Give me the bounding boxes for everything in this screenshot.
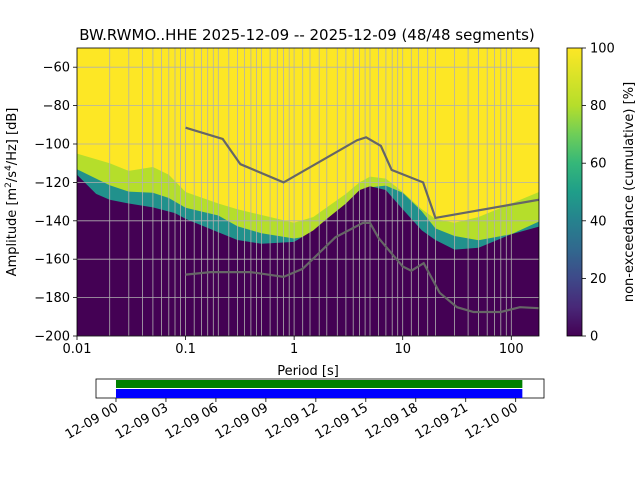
y-axis-label: Amplitude [m2/s4/Hz] [dB]: [4, 108, 20, 277]
x-axis-label: Period [s]: [277, 364, 339, 379]
y-tick-label: −60: [43, 61, 70, 76]
coverage-tick-label: 12-09 15: [313, 400, 371, 442]
coverage-tick-label: 12-10 00: [463, 400, 521, 442]
colorbar-tick-label: 100: [590, 42, 615, 57]
chart-title: BW.RWMO..HHE 2025-12-09 -- 2025-12-09 (4…: [79, 26, 535, 44]
heatmap-low-region: [77, 174, 539, 336]
coverage-tick-label: 12-09 18: [363, 400, 421, 442]
noise-models: [185, 126, 539, 314]
colorbar-ticks: 0 20 40 60 80 100: [582, 42, 615, 345]
noise-model-nhnm: [185, 126, 539, 220]
x-axis-ticks: 0.01 0.1 1 10 100: [63, 336, 524, 357]
colorbar-tick-label: 80: [590, 99, 607, 114]
grid-lines: [77, 48, 539, 336]
coverage-tick-label: 12-09 09: [213, 400, 271, 442]
coverage-bars: [115, 380, 523, 398]
y-tick-label: −100: [34, 138, 70, 153]
colorbar-label: non-exceedance (cumulative) [%]: [622, 82, 637, 302]
y-tick-label: −160: [34, 253, 70, 268]
colorbar-tick-label: 40: [590, 214, 607, 229]
y-tick-label: −80: [43, 99, 70, 114]
heatmap-layer: [77, 48, 539, 336]
colorbar: [566, 47, 583, 337]
x-tick-label: 0.1: [175, 342, 196, 357]
x-tick-label: 100: [499, 342, 524, 357]
x-tick-label: 1: [290, 342, 298, 357]
y-tick-label: −140: [34, 214, 70, 229]
noise-model-nlnm: [185, 221, 539, 314]
coverage-tick-label: 12-09 12: [263, 400, 321, 442]
y-tick-label: −200: [34, 330, 70, 345]
y-tick-label: −180: [34, 291, 70, 306]
y-tick-label: −120: [34, 176, 70, 191]
coverage-bar-gaps-free: [115, 380, 523, 388]
coverage-tick-label: 12-09 21: [413, 400, 471, 442]
colorbar-tick-label: 20: [590, 272, 607, 287]
colorbar-tick-label: 0: [590, 330, 598, 345]
coverage-tick-label: 12-09 00: [63, 400, 121, 442]
coverage-tick-label: 12-09 06: [163, 400, 221, 442]
plot-frame: [76, 47, 540, 337]
coverage-bar-data: [115, 389, 523, 398]
x-tick-label: 10: [394, 342, 411, 357]
coverage-tick-label: 12-09 03: [113, 400, 171, 442]
colorbar-tick-label: 60: [590, 157, 607, 172]
x-tick-label: 0.01: [63, 342, 92, 357]
y-axis-ticks: −60 −80 −100 −120 −140 −160 −180 −200: [34, 61, 77, 345]
